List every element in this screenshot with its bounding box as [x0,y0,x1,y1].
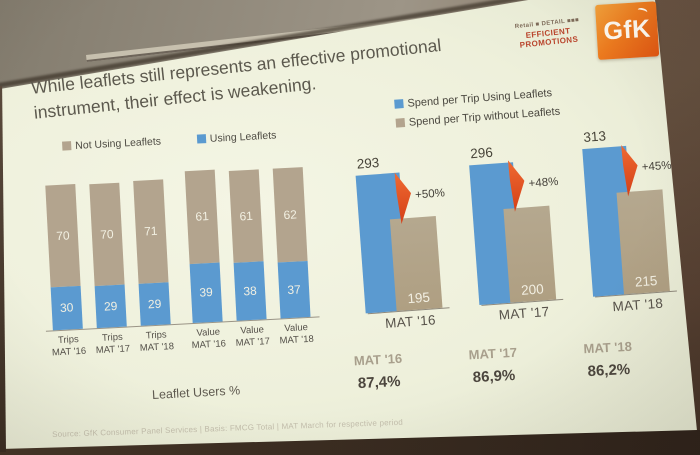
segment-value-label: 38 [243,283,258,299]
gfk-logo: GfK [595,1,660,60]
x-axis-label: Value MAT '18 [279,322,315,347]
legend-swatch-spend-using-icon [394,99,404,109]
bar-segment-not-using: 62 [272,166,308,263]
table-column: MAT '16 87,4% [320,341,437,394]
bar-value-label: 200 [520,280,545,298]
segment-value-label: 70 [99,227,114,242]
segment-value-label: 37 [287,282,302,297]
segment-value-label: 61 [195,209,210,225]
bar-column: 70 29 [82,183,133,329]
bar-column: 70 30 [38,184,90,331]
bar-segment-using: 39 [189,262,223,324]
x-axis-label: Trips MAT '16 [51,334,87,359]
x-axis-label: Trips MAT '18 [139,329,175,355]
table-column: MAT '17 86,9% [435,335,552,388]
right-spend-chart: Spend per Trip Using Leaflets Spend per … [336,74,700,333]
table-column-header: MAT '17 [468,344,518,363]
bar-segment-using: 30 [50,285,83,331]
bar-segment-not-using: 70 [45,184,81,287]
bar-segment-not-using: 61 [228,168,264,264]
right-chart-plot-area: 293 195 +50% MAT '16 296 200 +48% MAT '1… [340,128,700,333]
left-stacked-chart: Not Using Leaflets Using Leaflets 70 30 … [36,126,347,360]
segment-value-label: 70 [55,228,70,243]
gap-percent-label: +48% [528,175,559,190]
segment-value-label: 29 [103,298,118,314]
bar-segment-not-using: 61 [184,169,220,264]
gfk-logo-text: GfK [602,14,652,46]
bar-column: 71 29 [126,179,178,326]
bar-segment-using: 29 [138,282,171,326]
spend-group: 296 200 +48% MAT '17 [466,138,579,324]
segment-value-label: 61 [239,208,254,224]
legend-swatch-using-icon [196,134,207,144]
bar-segment-using: 37 [277,260,311,319]
bar-value-label: 293 [356,154,380,172]
bar-value-label: 313 [582,128,607,146]
bar-value-label: 215 [634,272,658,290]
bar-segment-not-using: 70 [89,183,125,287]
segment-value-label: 62 [283,207,298,222]
bar-value-label: 296 [469,145,494,162]
bar-column: 61 39 [178,169,230,324]
bar-spend-without: 195 [389,215,443,311]
bar-column: 61 38 [222,168,274,322]
legend-swatch-spend-without-icon [395,118,406,128]
bar-value-label: 195 [406,289,431,306]
bar-segment-using: 29 [94,284,127,329]
gap-percent-label: +45% [641,159,672,174]
table-column: MAT '18 86,2% [549,329,666,382]
left-chart-plot-area: 70 30 70 29 71 29 61 39 61 38 62 37 [37,161,320,332]
x-axis-label: Value MAT '16 [191,326,227,352]
segment-value-label: 39 [199,285,214,301]
segment-value-label: 71 [143,224,158,239]
table-column-header: MAT '16 [353,350,403,369]
spend-group: 293 195 +50% MAT '16 [352,146,465,332]
left-wall-edge [0,86,6,452]
bar-segment-using: 38 [233,261,267,321]
x-axis-label: Value MAT '17 [235,324,271,350]
gap-percent-label: +50% [414,186,446,201]
legend-swatch-not-using-icon [62,141,72,151]
segment-value-label: 30 [59,300,74,316]
spend-group: 313 215 +45% MAT '18 [579,129,692,315]
table-column-header: MAT '18 [583,338,633,357]
bar-spend-without: 215 [616,189,670,294]
x-axis-label: Trips MAT '17 [95,331,131,357]
bar-column: 62 37 [266,166,318,319]
bar-spend-without: 200 [503,205,557,303]
bar-segment-not-using: 71 [133,179,169,284]
segment-value-label: 29 [147,296,162,312]
